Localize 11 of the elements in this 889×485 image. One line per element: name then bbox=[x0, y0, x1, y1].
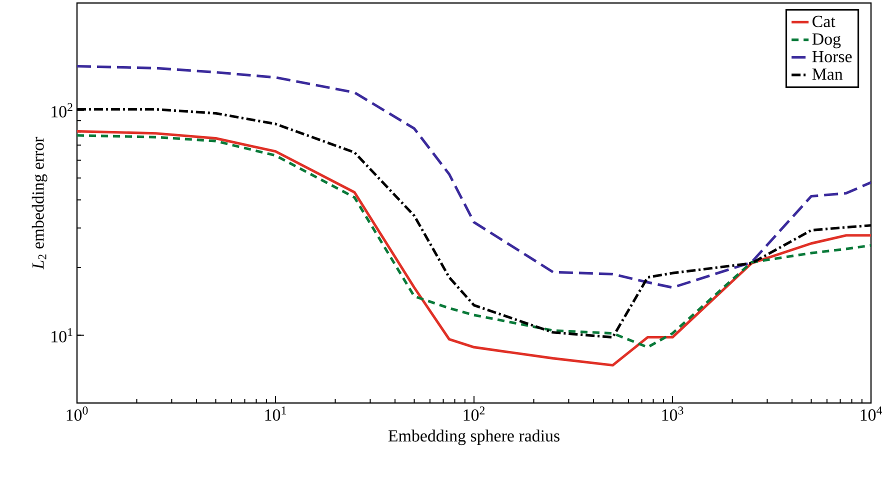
x-tick-label: 10$^{0}$ bbox=[66, 406, 88, 421]
x-tick-label: 10$^{3}$ bbox=[662, 406, 684, 421]
legend-label: Cat bbox=[812, 16, 836, 28]
y-axis-title: L$_{2}$ embedding error bbox=[32, 136, 48, 270]
x-axis-title: Embedding sphere radius bbox=[388, 430, 560, 446]
legend-label: Man bbox=[812, 68, 843, 80]
x-tick-label: 10$^{2}$ bbox=[464, 406, 485, 421]
x-tick-label: 10$^{4}$ bbox=[860, 406, 882, 421]
legend-label: Dog bbox=[812, 33, 841, 48]
legend-label: Horse bbox=[812, 51, 852, 62]
x-tick-label: 10$^{1}$ bbox=[265, 406, 286, 421]
